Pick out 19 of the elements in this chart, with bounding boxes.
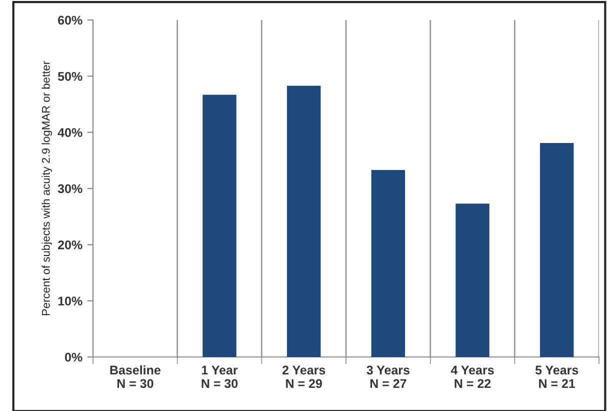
x-tick-label: 2 Years N = 29 bbox=[282, 366, 326, 388]
x-tick-label: 1 Year N = 30 bbox=[202, 366, 238, 388]
y-tick-label: 40% bbox=[58, 128, 82, 137]
bar bbox=[371, 170, 406, 357]
x-tick-label: 3 Years N = 27 bbox=[366, 366, 410, 388]
y-tick-label: 30% bbox=[58, 184, 82, 194]
bar bbox=[286, 86, 321, 357]
y-tick-label: 50% bbox=[58, 72, 82, 81]
x-tick-label: 5 Years N = 21 bbox=[535, 366, 578, 388]
x-tick-label: 4 Years N = 22 bbox=[450, 366, 494, 388]
y-tick-label: 0% bbox=[65, 352, 82, 362]
y-tick-label: 20% bbox=[58, 240, 82, 250]
y-tick-label: 60% bbox=[58, 16, 82, 25]
y-axis-title: Percent of subjects with acuity 2.9 logMAR or better bbox=[42, 61, 52, 316]
y-tick-label: 10% bbox=[58, 296, 82, 306]
bar bbox=[202, 94, 236, 357]
x-tick-label: Baseline N = 30 bbox=[110, 365, 160, 388]
bar bbox=[540, 143, 574, 357]
bar bbox=[456, 204, 490, 357]
